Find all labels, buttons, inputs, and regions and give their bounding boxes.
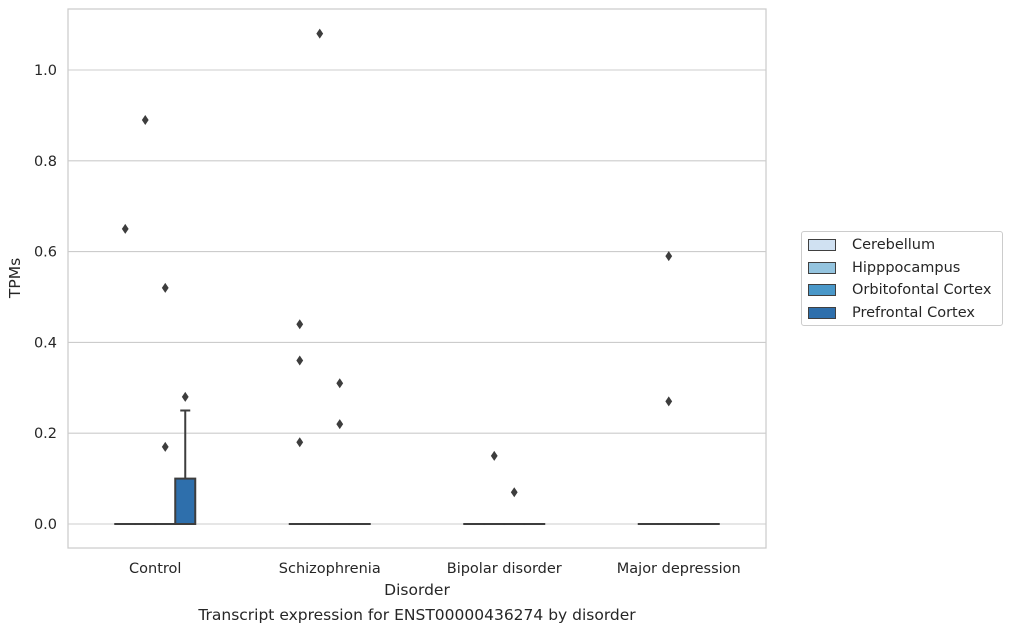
box-body [174,477,197,526]
x-tick-label: Control [129,561,181,577]
outlier-point [161,282,169,293]
x-tick-label: Bipolar disorder [447,561,562,577]
x-axis-label: Disorder [384,581,450,599]
outlier-point [336,378,344,389]
legend-swatch-orbitofrontal [808,284,836,296]
legend-item-prefrontal: Prefrontal Cortex [808,303,975,323]
legend-swatch-cerebellum [808,239,836,251]
x-axis-ticks: Control Schizophrenia Bipolar disorder Majo… [129,561,741,577]
boxes [114,409,720,526]
legend-label-cerebellum: Cerebellum [852,237,936,253]
outlier-point [296,319,304,330]
y-tick-label: 0.4 [34,335,57,351]
gridlines [68,69,766,525]
outlier-point [296,437,304,448]
legend-item-hippocampus: Hipppocampus [808,258,960,278]
y-tick-label: 0.0 [34,517,57,533]
box-prefrontal-cortex-control [174,409,197,526]
legend-swatch-prefrontal [808,307,836,319]
y-tick-label: 0.2 [34,426,57,442]
x-tick-label: Major depression [617,561,741,577]
y-axis-label: TPMs [6,258,24,299]
legend-item-cerebellum: Cerebellum [808,235,935,255]
legend-label-hippocampus: Hipppocampus [852,260,961,276]
x-tick-label: Schizophrenia [279,561,381,577]
outliers [121,28,673,498]
outlier-point [121,223,129,234]
outlier-point [296,355,304,366]
legend-label-prefrontal: Prefrontal Cortex [852,305,975,321]
outlier-point [316,28,324,39]
legend-swatch-hippocampus [808,262,836,274]
plot-frame [67,8,767,549]
legend-item-orbitofrontal: Orbitofontal Cortex [808,280,991,300]
outlier-point [665,396,673,407]
outlier-point [181,391,189,402]
outlier-point [141,114,149,125]
y-axis-ticks: 0.0 0.2 0.4 0.6 0.8 1.0 [34,63,57,533]
legend: Cerebellum Hipppocampus Orbitofontal Cor… [801,231,1003,326]
y-tick-label: 1.0 [34,63,57,79]
outlier-point [161,441,169,452]
outlier-point [336,419,344,430]
y-tick-label: 0.6 [34,245,57,261]
outlier-point [510,487,518,498]
legend-label-orbitofrontal: Orbitofontal Cortex [852,282,992,298]
y-tick-label: 0.8 [34,154,57,170]
outlier-point [665,251,673,262]
outlier-point [490,450,498,461]
chart-caption: Transcript expression for ENST0000043627… [198,606,636,624]
